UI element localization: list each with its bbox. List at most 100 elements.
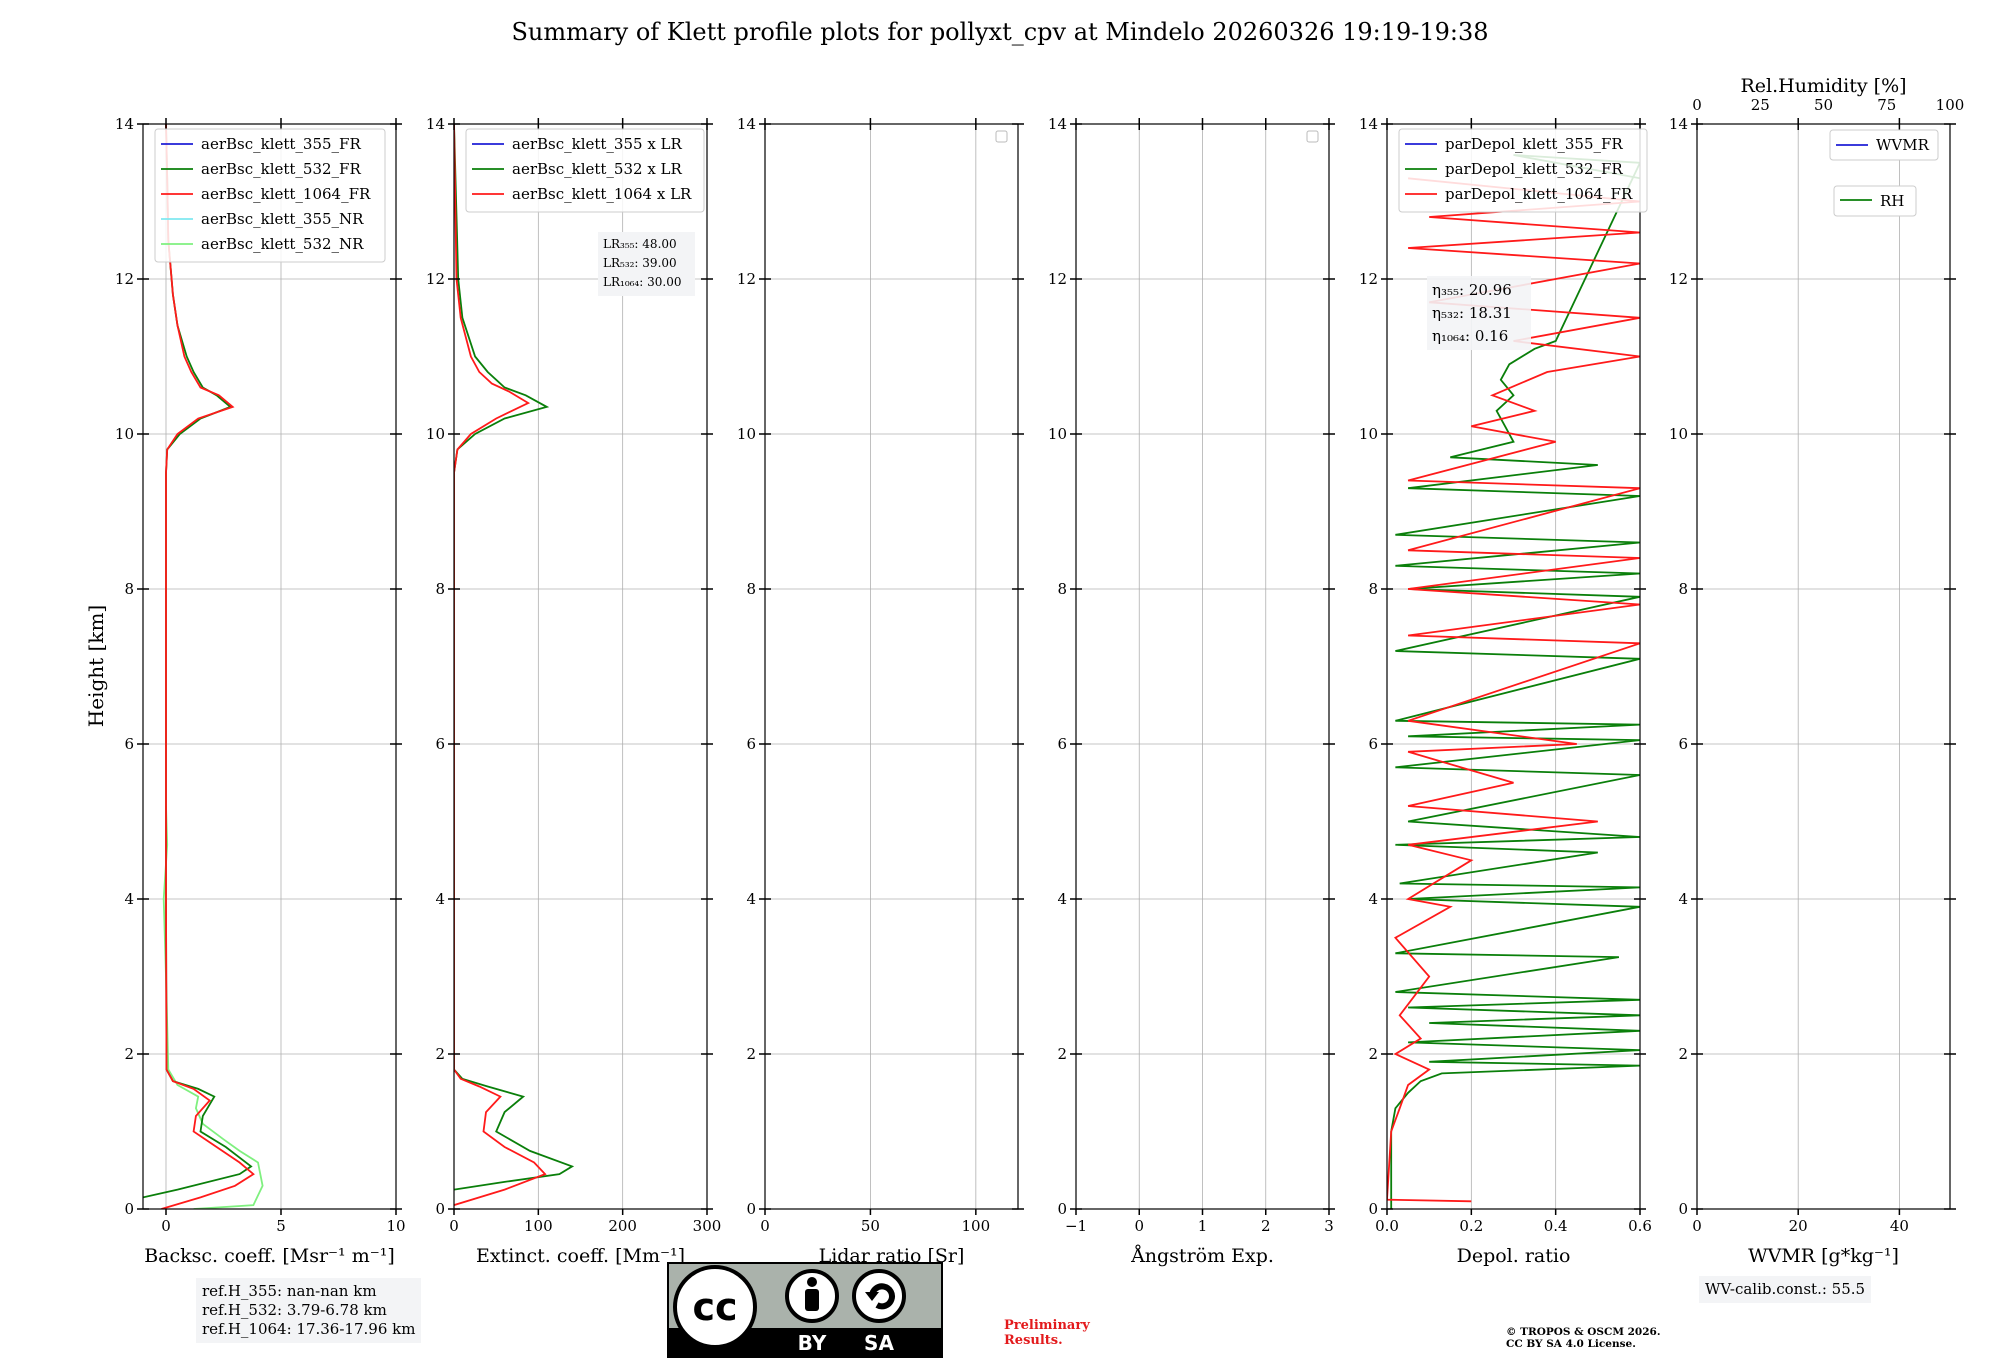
cc-by-sa-badge: cc BY SA: [667, 1262, 943, 1358]
x-axis-label: Backsc. coeff. [Msr⁻¹ m⁻¹]: [144, 1245, 395, 1267]
legend-entry: parDepol_klett_1064_FR: [1445, 185, 1633, 203]
x-tick-label: 5: [276, 1217, 286, 1235]
series-line-aerBsc_klett_532_NR: [162, 805, 264, 1209]
preliminary-line-1: Preliminary: [1004, 1318, 1090, 1333]
top-x-tick-label: 25: [1751, 96, 1770, 114]
axes-frame: [1386, 123, 1641, 1210]
x-axis-label: Lidar ratio [Sr]: [819, 1245, 965, 1267]
eta-annotation-line: η₃₅₅: 20.96: [1432, 281, 1512, 299]
x-tick-label: 300: [693, 1217, 722, 1235]
y-tick-label: 0: [1368, 1200, 1378, 1218]
y-tick-label: 12: [115, 270, 134, 288]
top-x-axis-label: Rel.Humidity [%]: [1740, 75, 1906, 97]
y-tick-label: 14: [737, 115, 756, 133]
legend-entry: aerBsc_klett_532_FR: [201, 160, 361, 178]
ref-height-532: ref.H_532: 3.79-6.78 km: [202, 1301, 387, 1319]
copyright-line-1: © TROPOS & OSCM 2026.: [1506, 1326, 1661, 1338]
legend-box-wvmr: [1829, 129, 1939, 161]
x-tick-label: 10: [386, 1217, 405, 1235]
x-axis-label: Ångström Exp.: [1130, 1245, 1274, 1267]
y-tick-label: 6: [1368, 735, 1378, 753]
legend-entry-rh: RH: [1880, 192, 1904, 210]
copyright-note: © TROPOS & OSCM 2026. CC BY SA 4.0 Licen…: [1506, 1326, 1726, 1350]
y-tick-label: 0: [124, 1200, 134, 1218]
y-tick-label: 2: [1057, 1045, 1067, 1063]
x-tick-label: 0.4: [1544, 1217, 1568, 1235]
x-tick-label: 0: [449, 1217, 459, 1235]
lr-annotation-line: LR₅₃₂: 39.00: [603, 256, 677, 270]
x-tick-label: 50: [861, 1217, 880, 1235]
x-tick-label: 0.2: [1459, 1217, 1483, 1235]
legend-entry-wvmr: WVMR: [1876, 136, 1930, 154]
series-line-aerBsc_klett_1064 x LR: [454, 124, 547, 1206]
y-tick-label: 14: [426, 115, 445, 133]
legend-box: [154, 128, 386, 263]
legend-entry: aerBsc_klett_532_NR: [201, 235, 364, 253]
x-tick-label: 200: [608, 1217, 637, 1235]
y-tick-label: 6: [1057, 735, 1067, 753]
top-x-tick-label: 75: [1877, 96, 1896, 114]
ref-height-355: ref.H_355: nan-nan km: [202, 1282, 377, 1300]
top-x-tick-label: 50: [1814, 96, 1833, 114]
y-tick-label: 4: [746, 890, 756, 908]
legend-entry: aerBsc_klett_355_FR: [201, 135, 361, 153]
lr-annotation-line: LR₁₀₆₄: 30.00: [603, 275, 681, 289]
eta-annotation-box: [1427, 276, 1531, 350]
x-tick-label: 0.0: [1375, 1217, 1399, 1235]
series-line-aerBsc_klett_532 x LR: [454, 124, 575, 1191]
y-tick-label: 8: [1057, 580, 1067, 598]
x-tick-label: 100: [524, 1217, 553, 1235]
legend-box: [1398, 128, 1648, 213]
x-tick-label: 20: [1789, 1217, 1808, 1235]
legend-entry: aerBsc_klett_355 x LR: [512, 135, 683, 153]
lr-annotation-line: LR₃₅₅: 48.00: [603, 237, 677, 251]
y-tick-label: 10: [426, 425, 445, 443]
x-tick-label: 0: [760, 1217, 770, 1235]
legend-box-rh: [1833, 185, 1917, 217]
axes-frame: [453, 123, 708, 1210]
sa-share-alike-icon: [852, 1269, 906, 1323]
y-tick-label: 12: [1359, 270, 1378, 288]
sa-label: SA: [864, 1331, 894, 1355]
copyright-line-2: CC BY SA 4.0 License.: [1506, 1338, 1636, 1350]
panel-backscatter: [137, 118, 402, 1215]
x-tick-label: 0: [161, 1217, 171, 1235]
y-tick-label: 2: [124, 1045, 134, 1063]
top-x-tick-label: 100: [1936, 96, 1965, 114]
legend-entry: aerBsc_klett_532 x LR: [512, 160, 683, 178]
y-tick-label: 0: [1057, 1200, 1067, 1218]
panel-lidar_ratio: [759, 118, 1024, 1215]
x-tick-label: −1: [1065, 1217, 1087, 1235]
legend-entry: parDepol_klett_532_FR: [1445, 160, 1623, 178]
panel-angstrom: [1070, 118, 1335, 1215]
figure-title: Summary of Klett profile plots for polly…: [511, 18, 1489, 46]
y-tick-label: 6: [746, 735, 756, 753]
y-tick-label: 14: [1669, 115, 1688, 133]
y-tick-label: 10: [115, 425, 134, 443]
y-tick-label: 8: [124, 580, 134, 598]
y-tick-label: 2: [435, 1045, 445, 1063]
y-tick-label: 0: [1678, 1200, 1688, 1218]
top-x-tick-label: 0: [1692, 96, 1702, 114]
x-tick-label: 2: [1261, 1217, 1271, 1235]
lr-annotation-box: [598, 232, 695, 296]
x-tick-label: 40: [1890, 1217, 1909, 1235]
y-tick-label: 6: [435, 735, 445, 753]
by-label: BY: [798, 1331, 827, 1355]
legend-entry: aerBsc_klett_1064_FR: [201, 185, 371, 203]
x-tick-label: 0: [1692, 1217, 1702, 1235]
preliminary-results-note: Preliminary Results.: [1004, 1318, 1134, 1348]
legend-entry: aerBsc_klett_1064 x LR: [512, 185, 692, 203]
y-tick-label: 12: [426, 270, 445, 288]
y-tick-label: 8: [1368, 580, 1378, 598]
y-tick-label: 12: [1048, 270, 1067, 288]
empty-legend-box: [1306, 130, 1319, 143]
x-axis-label: WVMR [g*kg⁻¹]: [1748, 1245, 1899, 1267]
x-axis-label: Depol. ratio: [1457, 1245, 1571, 1267]
y-tick-label: 10: [737, 425, 756, 443]
ref-height-1064: ref.H_1064: 17.36-17.96 km: [202, 1320, 416, 1338]
y-tick-label: 4: [124, 890, 134, 908]
legend-box: [465, 128, 705, 213]
x-axis-label: Extinct. coeff. [Mm⁻¹]: [476, 1245, 685, 1267]
x-tick-label: 0: [1134, 1217, 1144, 1235]
